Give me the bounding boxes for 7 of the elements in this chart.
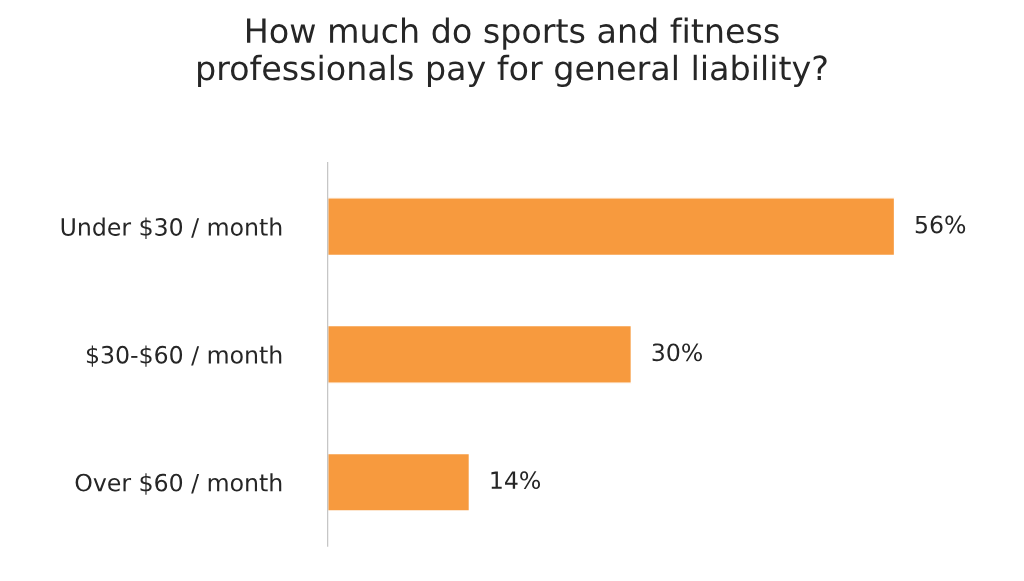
chart-title: How much do sports and fitness professionals pay for general liability? [198,17,827,88]
y-tick-label: $30-$60 / month [86,345,282,367]
data-label: 30% [652,343,702,362]
data-label: 14% [491,471,541,490]
y-tick-label: Under $30 / month [61,217,282,240]
data-label: 56% [915,215,966,234]
y-tick-label: Over $60 / month [75,473,282,495]
